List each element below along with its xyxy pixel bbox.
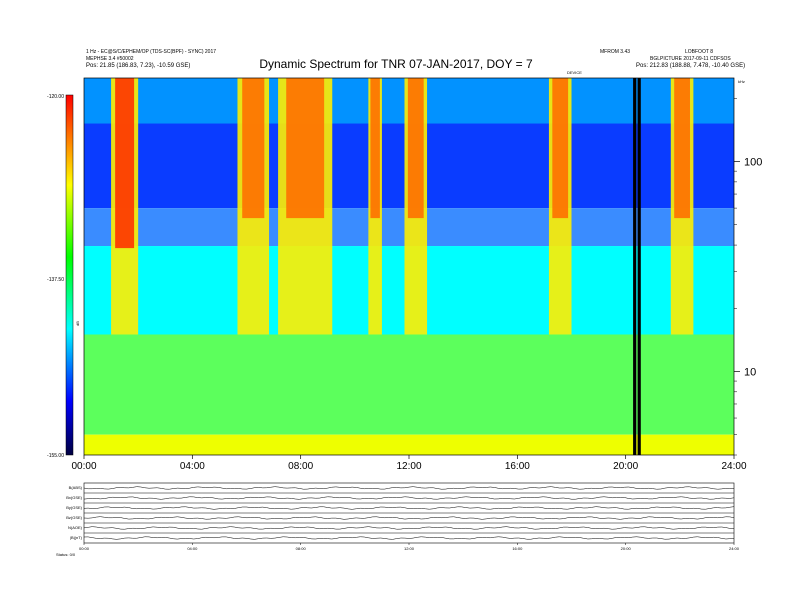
panel-trace-5	[83, 536, 735, 540]
y-axis-unit: kHz	[738, 79, 745, 84]
header-info-right-2: BGLPICTURE 2017-09-11 CDFSOS	[650, 56, 731, 62]
burst-core-2	[286, 78, 325, 219]
panel-x-label-4: 16:00	[512, 546, 523, 551]
x-tick-label-0: 00:00	[71, 461, 96, 472]
data-gap-1	[637, 78, 641, 455]
colorbar-tick-top: -120.00	[47, 94, 64, 100]
header-info-right-1b: LOBFOOT 8	[685, 49, 713, 55]
burst-core-1	[242, 78, 265, 219]
status-footer: Status: 0/0	[56, 552, 76, 557]
y-tick-label-1: 100	[744, 157, 762, 169]
panel-x-label-6: 24:00	[729, 546, 740, 551]
header-info-left-2: MEPHSE 3.4 #50002	[86, 56, 134, 62]
panel-trace-3	[83, 516, 735, 520]
x-axis: 00:00 04:00 08:00 12:00 16:00 20:00 24:00	[71, 455, 747, 472]
burst-core-0	[115, 78, 135, 249]
chart-title: Dynamic Spectrum for TNR 07-JAN-2017, DO…	[259, 57, 533, 71]
panel-x-label-0: 00:00	[79, 546, 90, 551]
header-info-left-3: Pos: 21.85 (186.83, 7.23), -10.59 GSE)	[86, 63, 191, 69]
panel-x-label-3: 12:00	[404, 546, 415, 551]
spectrum-band-floor	[84, 434, 734, 455]
x-tick-label-3: 12:00	[396, 461, 421, 472]
colorbar-tick-mid: -137.50	[47, 277, 64, 283]
panel-label-5: |B|(nT)	[70, 535, 83, 540]
panel-x-label-2: 08:00	[296, 546, 307, 551]
x-tick-label-6: 24:00	[721, 461, 746, 472]
y-tick-label-0: 10	[744, 366, 756, 378]
burst-core-5	[552, 78, 569, 219]
panel-trace-2	[83, 506, 735, 510]
burst-core-4	[407, 78, 424, 219]
spectrogram	[84, 78, 734, 455]
panel-trace-0	[83, 486, 735, 490]
panel-x-label-1: 04:00	[187, 546, 198, 551]
colorbar	[65, 94, 74, 456]
x-tick-label-5: 20:00	[613, 461, 638, 472]
burst-core-3	[370, 78, 380, 219]
burst-core-6	[674, 78, 690, 219]
colorbar-unit-label: dB	[75, 321, 80, 326]
panel-trace-1	[83, 496, 735, 500]
x-tick-label-4: 16:00	[505, 461, 530, 472]
panel-label-1: Bx(GSE)	[66, 495, 82, 500]
panel-label-2: By(GSE)	[66, 505, 82, 510]
panel-label-4: N(AOE)	[68, 525, 83, 530]
panel-label-0: B(ABS)	[69, 485, 83, 490]
y-axis: 10 100	[734, 98, 762, 456]
x-tick-label-2: 08:00	[288, 461, 313, 472]
header-info-left-1: 1 Hz - EC@S/C/EPHEM/OP (TDS-SC(BPF) - SY…	[86, 49, 217, 55]
panel-x-label-5: 20:00	[621, 546, 632, 551]
data-gap-0	[633, 78, 637, 455]
header-note: DEVICE	[567, 70, 582, 75]
panel-label-3: Bz(GSE)	[66, 515, 82, 520]
spectrum-band-low	[84, 334, 734, 435]
header-info-right-1a: MFROM 3.43	[600, 49, 631, 55]
x-tick-label-1: 04:00	[180, 461, 205, 472]
colorbar-tick-bottom: -155.00	[47, 453, 64, 459]
panel-trace-4	[83, 526, 735, 530]
field-panels: B(ABS) Bx(GSE) By(GSE) Bz(GSE) N(AOE) |B|(nT)…	[66, 482, 740, 551]
header-info-right-3: Pos: 212.83 (188.88, 7.478, -10.40 GSE)	[636, 63, 746, 69]
